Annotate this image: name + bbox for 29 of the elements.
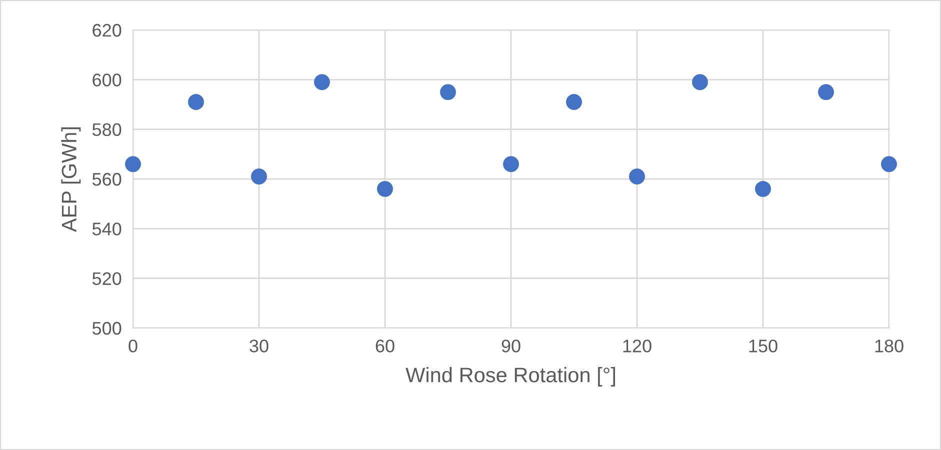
x-tick-label: 120: [623, 340, 652, 352]
point: [629, 168, 645, 184]
x-tick-label: 150: [749, 340, 778, 352]
point: [818, 84, 834, 100]
y-tick-label: 540: [92, 222, 122, 236]
y-tick-label: 620: [92, 24, 122, 37]
point: [692, 74, 708, 90]
point: [755, 180, 771, 197]
x-axis-title: Wind Rose Rotation [°]: [406, 367, 616, 386]
y-tick-label: 520: [92, 272, 122, 286]
point: [377, 180, 393, 197]
point: [503, 156, 519, 172]
y-tick-label: 500: [92, 322, 122, 335]
point: [566, 94, 582, 110]
x-tick-label: 30: [250, 340, 268, 352]
x-tick-label: 0: [128, 340, 138, 352]
point: [188, 94, 204, 110]
y-axis-title: AEP [GWh]: [61, 127, 81, 232]
y-tick-label: 580: [92, 123, 122, 136]
x-tick-label: 180: [875, 340, 904, 352]
point: [125, 156, 141, 172]
y-tick-label: 560: [92, 172, 122, 186]
point: [440, 84, 456, 100]
point: [314, 74, 330, 90]
x-tick-label: 90: [502, 340, 520, 352]
y-tick-label: 600: [92, 74, 122, 86]
point: [251, 168, 267, 184]
x-tick-label: 60: [376, 340, 394, 352]
point: [881, 156, 897, 172]
